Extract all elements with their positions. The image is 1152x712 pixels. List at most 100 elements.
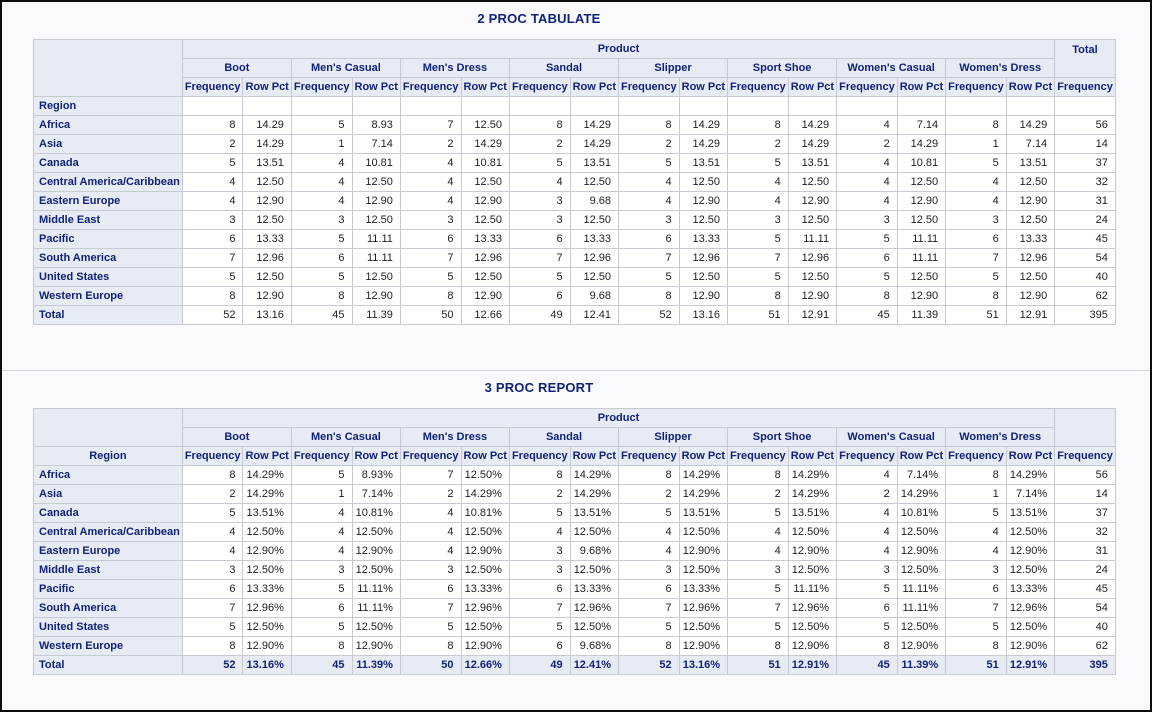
empty-cell [678,96,729,116]
rowpct-header: Row Pct [351,77,401,97]
row-total-cell: 32 [1054,172,1116,192]
frequency-cell: 6 [508,636,571,656]
rowpct-cell: 12.91% [787,655,838,675]
frequency-cell: 49 [508,655,571,675]
rowpct-cell: 12.50% [460,560,510,580]
rowpct-cell: 12.50% [1005,522,1056,542]
table-row: Eastern Europe 4 12.90% 4 12.90% 4 12.90% 3 9.68… [33,541,1116,561]
frequency-cell: 4 [508,522,571,542]
row-total-cell: 54 [1054,248,1116,268]
rowpct-cell: 12.50% [896,617,947,637]
frequency-cell: 4 [836,191,898,211]
frequency-cell: 8 [836,286,898,306]
frequency-cell: 2 [508,134,571,154]
frequency-cell: 8 [181,286,244,306]
row-total-cell: 32 [1054,522,1116,542]
frequency-cell: 2 [399,484,462,504]
rowpct-cell: 7.14% [351,484,401,504]
frequency-cell: 4 [399,153,462,173]
region-cell: Eastern Europe [33,191,183,211]
rowpct-cell: 12.90% [896,541,947,561]
rowpct-cell: 12.90 [351,286,401,306]
frequency-cell: 52 [618,305,680,325]
rowpct-cell: 12.90 [896,191,947,211]
rowpct-cell: 14.29 [460,134,510,154]
rowpct-cell: 13.33% [1005,579,1056,599]
frequency-cell: 3 [836,560,898,580]
rowpct-cell: 12.50 [787,267,838,287]
rowpct-header: Row Pct [787,77,838,97]
product-header: Product [181,408,1056,428]
rowpct-cell: 12.96 [787,248,838,268]
frequency-cell: 8 [945,115,1007,135]
frequency-cell: 4 [290,503,353,523]
corner-cell [33,39,183,97]
frequency-cell: 6 [290,248,353,268]
frequency-cell: 8 [727,286,789,306]
frequency-cell: 5 [836,579,898,599]
header-row-measures: Frequency Row Pct Frequency Row Pct Frequenc… [34,77,1116,97]
rowpct-cell: 12.41% [569,655,620,675]
rowpct-cell: 7.14% [896,465,947,485]
rowpct-cell: 12.50% [787,617,838,637]
frequency-cell: 7 [727,598,789,618]
region-label-row: Region [33,96,1116,116]
frequency-cell: 8 [399,636,462,656]
frequency-header: Frequency [399,446,462,466]
frequency-cell: 3 [836,210,898,230]
rowpct-cell: 12.90 [896,286,947,306]
region-cell: Western Europe [33,636,183,656]
frequency-cell: 7 [181,598,244,618]
header-row-measures: Region Frequency Row Pct Frequency Row Pct Fr… [33,446,1116,466]
rowpct-cell: 12.50% [460,522,510,542]
frequency-cell: 3 [508,560,571,580]
region-cell: Asia [33,484,183,504]
rowpct-cell: 13.51% [787,503,838,523]
rowpct-cell: 12.41 [569,305,620,325]
rowpct-cell: 12.96 [569,248,620,268]
rowpct-cell: 12.50 [460,210,510,230]
frequency-cell: 5 [290,229,353,249]
rowpct-cell: 12.90% [1005,541,1056,561]
frequency-cell: 6 [945,579,1007,599]
frequency-cell: 6 [945,229,1007,249]
product-name-header: Sport Shoe [727,58,838,78]
region-cell: Africa [33,115,183,135]
rowpct-cell: 12.90% [242,636,292,656]
frequency-cell: 51 [727,305,789,325]
table-row: Asia 2 14.29 1 7.14 2 14.29 2 14.29 2 14.29 2 14.29 2… [33,134,1116,154]
frequency-header: Frequency [945,77,1007,97]
rowpct-cell: 10.81 [896,153,947,173]
frequency-cell: 8 [836,636,898,656]
product-name-header: Men's Dress [399,427,510,447]
rowpct-cell: 14.29% [678,465,729,485]
total-row: Total 52 13.16 45 11.39 50 12.66 49 12.41 52 13.16… [33,305,1116,325]
frequency-cell: 8 [618,465,680,485]
frequency-cell: 45 [290,655,353,675]
rowpct-cell: 12.50% [787,560,838,580]
rowpct-cell: 12.50% [896,560,947,580]
rowpct-cell: 11.11% [351,598,401,618]
rowpct-cell: 12.66% [460,655,510,675]
region-cell: Pacific [33,229,183,249]
frequency-cell: 8 [399,286,462,306]
rowpct-cell: 12.90% [460,541,510,561]
table-row: Africa 8 14.29 5 8.93 7 12.50 8 14.29 8 14.29 8 14.2… [33,115,1116,135]
rowpct-cell: 12.90% [1005,636,1056,656]
table-row: Pacific 6 13.33% 5 11.11% 6 13.33% 6 13.33% 6 13.3… [33,579,1116,599]
rowpct-cell: 12.50 [787,210,838,230]
rowpct-cell: 13.33% [678,579,729,599]
frequency-cell: 5 [618,617,680,637]
frequency-cell: 45 [836,655,898,675]
row-total-cell: 45 [1054,229,1116,249]
rowpct-cell: 14.29 [678,134,729,154]
frequency-cell: 8 [945,465,1007,485]
rowpct-cell: 12.50 [896,172,947,192]
frequency-cell: 2 [618,484,680,504]
frequency-cell: 3 [727,210,789,230]
row-total-cell: 56 [1054,115,1116,135]
frequency-cell: 8 [727,465,789,485]
frequency-cell: 3 [945,210,1007,230]
rowpct-cell: 14.29 [787,115,838,135]
product-name-header: Sport Shoe [727,427,838,447]
